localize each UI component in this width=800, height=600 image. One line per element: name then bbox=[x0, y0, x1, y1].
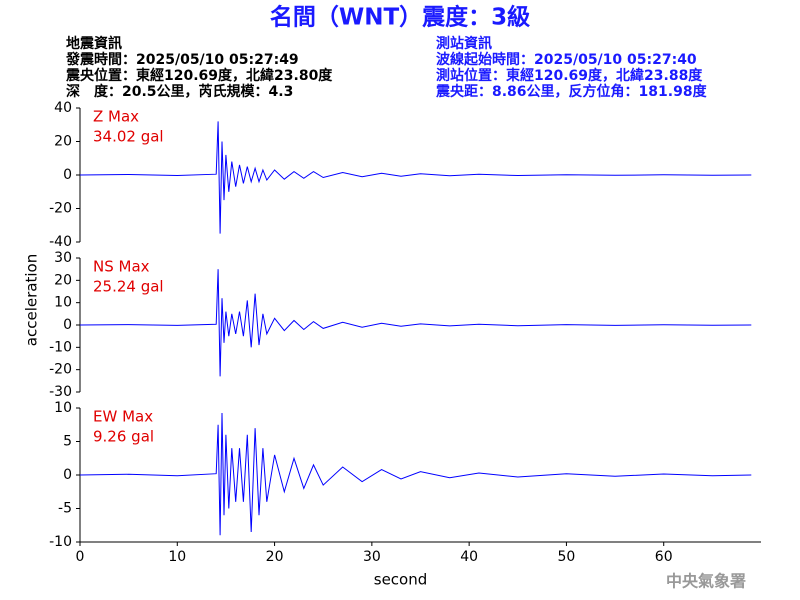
y-tick-label: -10 bbox=[49, 339, 72, 355]
y-tick-label: 20 bbox=[54, 272, 72, 288]
x-tick-label: 20 bbox=[266, 549, 284, 565]
max-label: Z Max bbox=[93, 108, 139, 126]
info-right: 震央距：8.86公里，反方位角：181.98度 bbox=[435, 83, 708, 100]
info-left: 地震資訊 bbox=[66, 35, 122, 52]
info-right: 測站位置：東經120.69度，北緯23.88度 bbox=[436, 67, 703, 84]
info-right: 測站資訊 bbox=[436, 35, 492, 52]
max-label: EW Max bbox=[93, 408, 153, 426]
waveform bbox=[79, 412, 752, 536]
y-tick-label: 40 bbox=[54, 100, 72, 116]
waveform bbox=[79, 121, 752, 234]
x-tick-label: 30 bbox=[363, 549, 381, 565]
y-tick-label: -5 bbox=[58, 501, 72, 517]
x-tick-label: 10 bbox=[168, 549, 186, 565]
y-tick-label: 20 bbox=[54, 134, 72, 150]
y-tick-label: 5 bbox=[63, 434, 72, 450]
x-axis-label: second bbox=[374, 571, 428, 589]
x-tick-label: 60 bbox=[655, 549, 673, 565]
max-label: 34.02 gal bbox=[93, 128, 164, 146]
info-right: 波線起始時間：2025/05/10 05:27:40 bbox=[436, 51, 697, 68]
y-tick-label: -40 bbox=[49, 234, 72, 250]
info-left: 發震時間：2025/05/10 05:27:49 bbox=[65, 51, 299, 68]
info-left: 深 度：20.5公里，芮氏規模：4.3 bbox=[66, 83, 293, 100]
y-tick-label: -10 bbox=[49, 534, 72, 550]
y-tick-label: 0 bbox=[63, 467, 72, 483]
max-label: NS Max bbox=[93, 258, 150, 276]
info-left: 震央位置：東經120.69度，北緯23.80度 bbox=[65, 67, 333, 84]
y-tick-label: -20 bbox=[49, 201, 72, 217]
max-label: 25.24 gal bbox=[93, 278, 164, 296]
y-tick-label: 10 bbox=[54, 295, 72, 311]
x-tick-label: 40 bbox=[460, 549, 478, 565]
y-tick-label: -30 bbox=[49, 384, 72, 400]
title: 名間（WNT）震度：3級 bbox=[270, 4, 530, 31]
waveform bbox=[79, 269, 752, 377]
y-tick-label: -20 bbox=[49, 362, 72, 378]
y-tick-label: 30 bbox=[54, 250, 72, 266]
y-tick-label: 0 bbox=[63, 167, 72, 183]
x-tick-label: 50 bbox=[558, 549, 576, 565]
watermark: 中央氣象署 bbox=[666, 572, 746, 591]
y-tick-label: 10 bbox=[54, 400, 72, 416]
y-axis-label: acceleration bbox=[23, 254, 41, 346]
max-label: 9.26 gal bbox=[93, 428, 154, 446]
y-tick-label: 0 bbox=[63, 317, 72, 333]
x-tick-label: 0 bbox=[76, 549, 85, 565]
